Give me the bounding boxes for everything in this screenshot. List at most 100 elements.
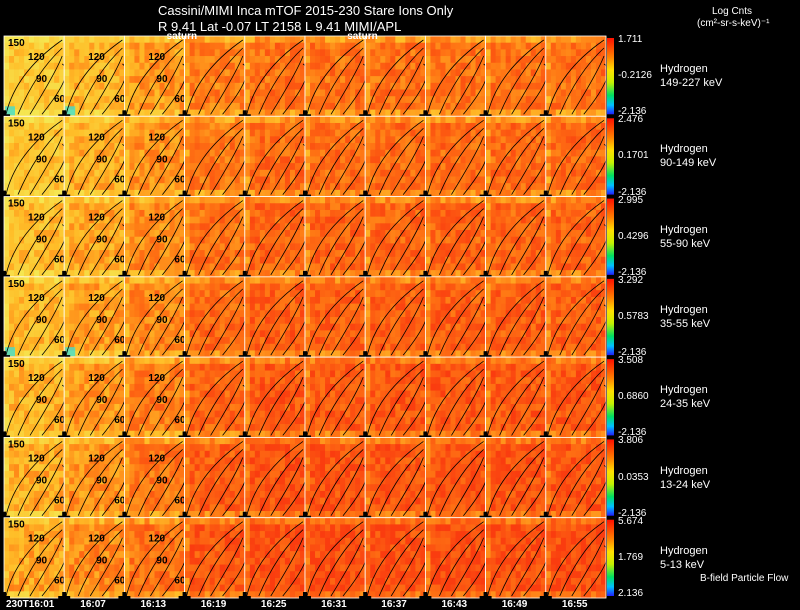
contour-label: 120 [88,534,105,545]
contour-line [29,457,63,516]
contour-line [89,376,123,436]
contour-label: 90 [36,154,48,165]
contour-line [366,521,424,597]
image-panel-r1-c9 [539,115,609,203]
image-panel-r1-c1: 120 90 60 [58,115,127,203]
contour-label: 150 [8,520,25,531]
image-panel-r6-c6 [359,517,428,604]
contour-line [390,296,424,356]
contour-line [427,360,484,436]
colorbar-max-2: 2.995 [618,194,644,206]
image-panel-r4-c5 [299,356,368,444]
contour-label: 120 [148,132,165,143]
contour-line [547,119,605,195]
contour-line [246,360,304,436]
contour-label: 90 [156,395,168,406]
contour-label: 60 [114,335,126,346]
energy-band-label-0: Hydrogen 149-227 keV [660,62,722,90]
contour-line [186,441,244,516]
energy-range-label: 35-55 keV [660,318,711,330]
contour-label: 120 [88,373,105,384]
colorbar-max-0: 1.711 [618,34,643,45]
contour-line [330,457,364,516]
contour-line [559,47,605,115]
contour-line [258,47,304,115]
image-panel-r4-c7 [419,356,488,444]
time-label-3: 16:19 [200,599,227,610]
contour-label: 120 [28,534,45,545]
colorbar-mid-4: 0.6860 [618,391,649,403]
image-panel-r2-c8 [479,196,549,283]
species-label: Hydrogen [660,384,708,397]
contour-line [439,449,484,516]
contour-line [29,55,63,115]
colorbar-mid-1: 0.1701 [618,150,649,162]
contour-line [547,280,605,356]
contour-line [5,39,63,115]
contour-line [511,457,545,516]
contour-line [439,208,484,276]
image-panel-r5-c4 [238,437,308,524]
species-label: Hydrogen [660,223,708,236]
image-panel-r0-c9 [539,35,609,123]
contour-line [138,208,183,276]
contour-line [210,55,244,115]
image-panel-r5-c6 [359,437,428,524]
contour-line [198,449,244,516]
contour-label: 120 [148,453,165,464]
time-label-2: 16:13 [140,599,167,610]
contour-label: 150 [8,118,25,129]
contour-line [378,288,424,356]
contour-label: 90 [96,556,108,567]
contour-line [210,216,244,276]
image-panel-r6-c8 [479,517,549,604]
colorbar-mid-3: 0.5783 [618,311,649,322]
contour-label: 60 [114,94,126,105]
contour-line [390,537,424,597]
time-label-8: 16:49 [501,599,528,610]
contour-line [270,216,304,276]
contour-line [150,216,183,276]
image-panel-r3-c9 [539,276,609,364]
contour-line [487,119,545,195]
contour-label: 60 [54,174,66,185]
energy-band-label-1: Hydrogen 90-149 keV [660,142,716,170]
contour-label: 120 [88,132,105,143]
contour-line [511,376,545,436]
image-panel-r3-c3 [178,276,248,364]
contour-line [559,288,605,356]
contour-line [77,127,123,195]
contour-label: 120 [88,453,105,464]
contour-line [89,55,123,115]
contour-line [138,288,183,356]
contour-line [390,457,424,516]
contour-line [258,368,304,436]
contour-label: 60 [54,495,66,506]
contour-line [318,47,364,115]
image-panel-r6-c3 [178,517,248,604]
contour-line [571,296,605,356]
contour-line [559,208,605,276]
contour-label: 120 [148,52,165,63]
image-panel-r6-c5 [299,517,368,604]
image-panel-r5-c3 [178,437,248,524]
contour-line [427,280,484,356]
contour-line [89,537,123,597]
contour-label: 120 [88,213,105,224]
image-panel-r4-c2: 120 90 60 [118,356,187,444]
contour-label: 60 [54,576,66,587]
contour-line [270,376,304,436]
contour-line [378,127,424,195]
energy-range-label: 24-35 keV [660,398,711,411]
contour-line [150,376,183,436]
contour-line [439,47,484,115]
contour-line [571,376,605,436]
contour-line [427,39,484,115]
contour-line [29,296,63,356]
contour-line [186,360,244,436]
contour-line [65,119,123,195]
image-panel-r3-c7 [419,276,488,364]
contour-line [330,55,364,115]
contour-line [77,368,123,436]
contour-line [511,136,545,195]
